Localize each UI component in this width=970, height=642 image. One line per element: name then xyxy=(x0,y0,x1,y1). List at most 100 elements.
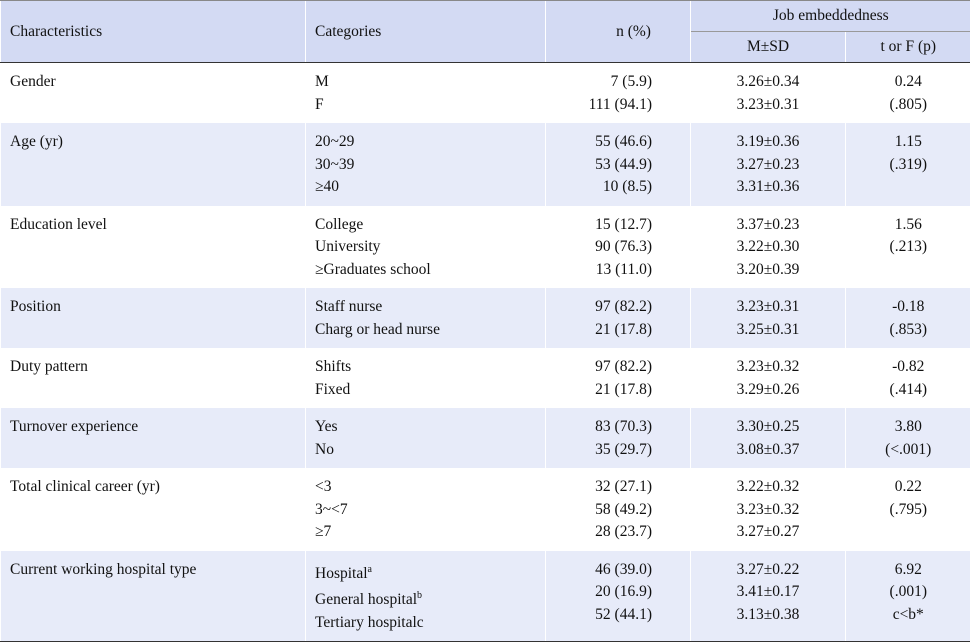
statistic: 3.80 xyxy=(855,416,962,439)
cell: 7 (5.9)111 (94.1) xyxy=(546,63,691,124)
cell: Turnover experience xyxy=(1,408,306,468)
category: ≥40 xyxy=(315,178,339,195)
mean-sd: 3.19±0.36 xyxy=(700,131,836,154)
category-line: University xyxy=(315,236,536,259)
category: ≥Graduates school xyxy=(315,261,431,278)
category-line: Fixed xyxy=(315,379,536,402)
statistic: 1.15 xyxy=(855,131,962,154)
category: Fixed xyxy=(315,381,350,398)
statistic: (.414) xyxy=(855,379,962,402)
header-cell: M±SD xyxy=(691,32,846,63)
category-line: ≥7 xyxy=(315,521,536,544)
category-line: 20~29 xyxy=(315,131,536,154)
cell: -0.18(.853) xyxy=(846,288,970,348)
mean-sd: 3.27±0.22 xyxy=(700,559,836,582)
category-line: Yes xyxy=(315,416,536,439)
cell: 1.56(.213) xyxy=(846,206,970,289)
statistic: 0.24 xyxy=(855,71,962,94)
category: Yes xyxy=(315,418,338,435)
category: <3 xyxy=(315,478,332,495)
cell: 55 (46.6)53 (44.9)10 (8.5) xyxy=(546,123,691,206)
cell: Yes No xyxy=(306,408,546,468)
mean-sd: 3.23±0.31 xyxy=(700,94,836,117)
n-percent: 55 (46.6) xyxy=(555,131,652,154)
n-percent: 111 (94.1) xyxy=(555,94,652,117)
statistic: (.213) xyxy=(855,236,962,259)
cell: 0.22(.795) xyxy=(846,468,970,551)
mean-sd: 3.20±0.39 xyxy=(700,259,836,282)
cell: Age (yr) xyxy=(1,123,306,206)
cell: Current working hospital type xyxy=(1,551,306,642)
n-percent: 28 (23.7) xyxy=(555,521,652,544)
cell: Gender xyxy=(1,63,306,124)
category-line: ≥40 xyxy=(315,176,536,199)
n-percent: 13 (11.0) xyxy=(555,259,652,282)
mean-sd: 3.27±0.23 xyxy=(700,154,836,177)
cell: Duty pattern xyxy=(1,348,306,408)
category-line: Hospitala xyxy=(315,559,536,586)
category-line: F xyxy=(315,94,536,117)
superscript: b xyxy=(417,590,422,601)
mean-sd: 3.23±0.32 xyxy=(700,499,836,522)
n-percent: 58 (49.2) xyxy=(555,499,652,522)
category-line: Tertiary hospitalc xyxy=(315,612,536,635)
n-percent: 90 (76.3) xyxy=(555,236,652,259)
characteristic: Duty pattern xyxy=(10,356,296,379)
cell: 97 (82.2)21 (17.8) xyxy=(546,288,691,348)
n-percent: 97 (82.2) xyxy=(555,356,652,379)
n-percent: 32 (27.1) xyxy=(555,476,652,499)
statistic: (<.001) xyxy=(855,439,962,462)
n-percent: 52 (44.1) xyxy=(555,604,652,627)
cell: 97 (82.2)21 (17.8) xyxy=(546,348,691,408)
characteristic: Gender xyxy=(10,71,296,94)
mean-sd: 3.41±0.17 xyxy=(700,581,836,604)
cell: Education level xyxy=(1,206,306,289)
header-cell: n (%) xyxy=(546,1,691,63)
superscript: a xyxy=(368,564,372,575)
category: College xyxy=(315,216,363,233)
category-line: College xyxy=(315,214,536,237)
n-percent: 97 (82.2) xyxy=(555,296,652,319)
category: M xyxy=(315,73,329,90)
mean-sd: 3.26±0.34 xyxy=(700,71,836,94)
characteristic: Turnover experience xyxy=(10,416,296,439)
category: Tertiary hospitalc xyxy=(315,614,424,631)
statistic: 6.92 xyxy=(855,559,962,582)
n-percent: 7 (5.9) xyxy=(555,71,652,94)
mean-sd: 3.25±0.31 xyxy=(700,319,836,342)
n-percent: 10 (8.5) xyxy=(555,176,652,199)
n-percent: 21 (17.8) xyxy=(555,379,652,402)
cell: 3.80(<.001) xyxy=(846,408,970,468)
category: No xyxy=(315,441,334,458)
cell: 15 (12.7)90 (76.3)13 (11.0) xyxy=(546,206,691,289)
mean-sd: 3.30±0.25 xyxy=(700,416,836,439)
category: University xyxy=(315,238,380,255)
category-line: M xyxy=(315,71,536,94)
header-cell: Categories xyxy=(306,1,546,63)
mean-sd: 3.22±0.30 xyxy=(700,236,836,259)
statistic: (.795) xyxy=(855,499,962,522)
mean-sd: 3.08±0.37 xyxy=(700,439,836,462)
category-line: Charg or head nurse xyxy=(315,319,536,342)
statistic: (.853) xyxy=(855,319,962,342)
category: 20~29 xyxy=(315,133,354,150)
n-percent: 15 (12.7) xyxy=(555,214,652,237)
